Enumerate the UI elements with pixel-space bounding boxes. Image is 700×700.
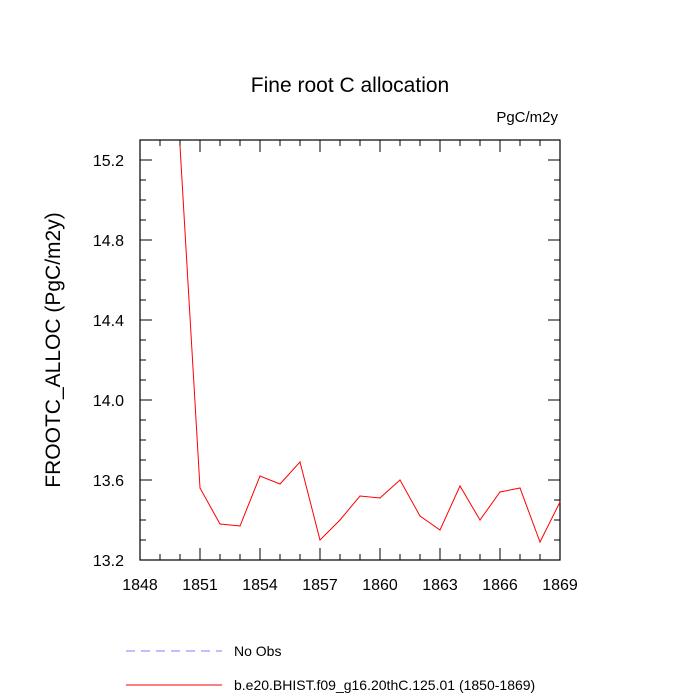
data-point [279,483,281,485]
data-point [439,529,441,531]
data-point [299,461,301,463]
plot-frame [139,139,561,561]
x-tick-label: 1857 [302,577,338,594]
data-point [539,541,541,543]
x-tick-label: 1851 [182,577,218,594]
x-tick-label: 1863 [422,577,458,594]
series-line-0 [179,145,561,544]
legend-label-1: b.e20.BHIST.f09_g16.20thC.125.01 (1850-1… [234,677,535,693]
plot-layer: 1848 1851 1854 1857 1860 1863 1866 1869 13.2 13.6… [93,139,578,594]
y-tick-label: 13.6 [93,473,124,490]
x-tick-label: 1848 [122,577,158,594]
data-point [459,485,461,487]
legend: No Obs b.e20.BHIST.f09_g16.20thC.125.01 (… [126,643,535,693]
data-point [519,487,521,489]
y-tick-label: 15.2 [93,153,124,170]
data-point [559,501,561,503]
data-point [499,491,501,493]
data-point [399,479,401,481]
x-tick-label: 1869 [542,577,578,594]
data-point [259,475,261,477]
data-point [339,519,341,521]
units-label: PgC/m2y [496,109,558,126]
data-point [319,539,321,541]
y-tick-label: 14.0 [93,393,124,410]
chart-title: Fine root C allocation [251,74,449,97]
data-point [239,525,241,527]
data-point [219,523,221,525]
y-tick-label: 14.4 [93,313,124,330]
x-tick-label: 1860 [362,577,398,594]
data-point [379,497,381,499]
y-axis-label: FROOTC_ALLOC (PgC/m2y) [42,212,65,487]
legend-label-0: No Obs [234,643,281,659]
x-tick-label: 1866 [482,577,518,594]
data-point [479,519,481,521]
data-point [199,487,201,489]
data-point [179,145,181,147]
y-tick-label: 13.2 [93,553,124,570]
data-point [419,515,421,517]
y-tick-label: 14.8 [93,233,124,250]
data-point [359,495,361,497]
x-tick-label: 1854 [242,577,278,594]
